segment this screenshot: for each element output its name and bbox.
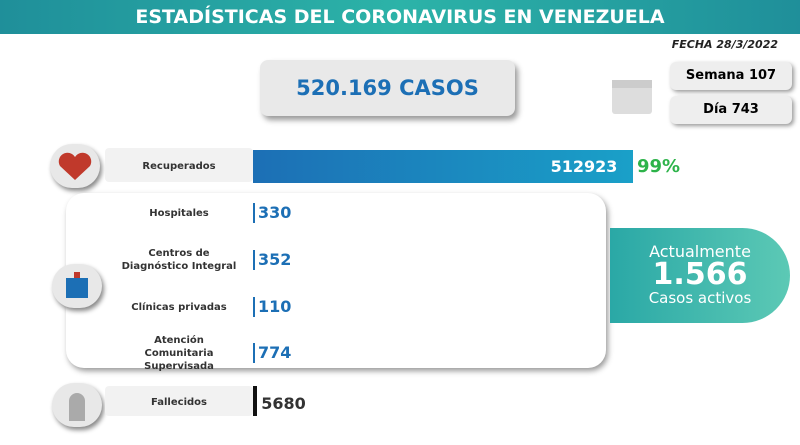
category-label: Diagnóstico Integral — [121, 261, 237, 272]
divider — [253, 297, 255, 317]
recovered-value: 512923 — [550, 157, 618, 176]
heart-icon — [50, 144, 100, 188]
category-label: Clínicas privadas — [131, 301, 227, 313]
category-label: Supervisada — [144, 360, 214, 372]
recovered-label-box — [105, 148, 253, 182]
category-label: Comunitaria — [144, 347, 214, 359]
deaths-label: Fallecidos — [151, 397, 207, 408]
category-label: Hospitales — [149, 207, 209, 219]
total-cases: 520.169 CASOS — [260, 60, 515, 116]
deaths-label-box — [105, 386, 253, 416]
active-panel — [66, 193, 606, 368]
date: FECHA 28/3/2022 — [671, 38, 778, 51]
calendar-icon — [612, 80, 652, 114]
hospital-icon — [52, 264, 102, 308]
category-label: Centros de — [148, 248, 210, 259]
day: Día 743 — [670, 96, 792, 124]
recovered-label: Recuperados — [142, 161, 216, 172]
category-value: 110 — [258, 297, 292, 316]
category-value: 330 — [258, 203, 292, 222]
deaths-bar — [253, 386, 258, 416]
category-label: Atención — [154, 334, 204, 346]
category-value: 352 — [258, 250, 292, 269]
divider — [253, 250, 255, 270]
deaths-value: 5680 — [261, 394, 306, 413]
tomb-icon — [52, 383, 102, 427]
divider — [253, 203, 255, 223]
recovered-bar — [253, 150, 633, 183]
week: Semana 107 — [670, 62, 792, 90]
active-bottom: Casos activos — [648, 289, 752, 307]
divider — [253, 343, 255, 363]
recovered-percent: 99% — [637, 156, 681, 177]
active-top: Actualmente — [649, 242, 751, 261]
active-box: Actualmente 1.566 Casos activos — [610, 228, 790, 323]
header-title: ESTADÍSTICAS DEL CORONAVIRUS EN VENEZUEL… — [0, 0, 800, 34]
active-value: 1.566 — [652, 257, 748, 292]
category-value: 774 — [258, 343, 292, 362]
